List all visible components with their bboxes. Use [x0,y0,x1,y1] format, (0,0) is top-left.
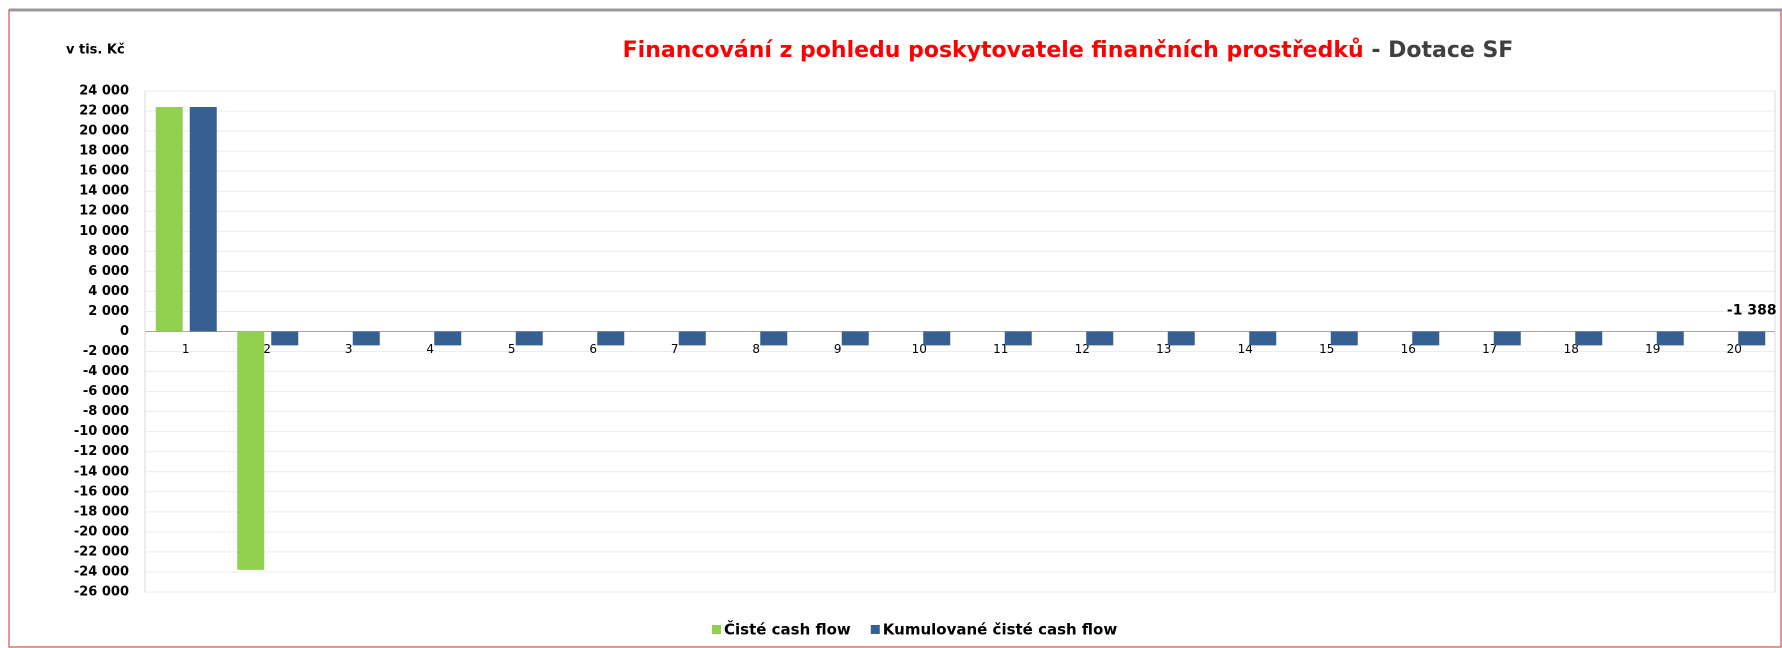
bar [678,331,706,346]
bar [352,331,380,346]
y-tick-label: 14 000 [79,184,129,199]
y-axis-label: v tis. Kč [66,43,125,58]
bar [1249,331,1277,346]
y-tick-label: 20 000 [79,124,129,139]
bar [597,331,625,346]
x-tick-label: 18 [1564,342,1579,356]
bar [1493,331,1521,346]
x-tick-label: 5 [508,342,516,356]
bar [237,331,265,570]
frame [8,9,1782,648]
data-label: -1 388 [1727,302,1777,318]
legend-label: Čisté cash flow [724,620,851,639]
y-tick-label: -16 000 [74,484,129,499]
y-tick-label: 12 000 [79,204,129,219]
bar [923,331,951,346]
legend-label: Kumulované čisté cash flow [883,621,1118,639]
x-tick-label: 10 [912,342,927,356]
bar [1738,331,1766,346]
y-tick-label: 18 000 [79,144,129,159]
x-tick-label: 12 [1075,342,1090,356]
x-tick-label: 7 [671,342,679,356]
bar [1004,331,1032,346]
y-tick-label: 16 000 [79,164,129,179]
legend-swatch [712,625,721,634]
y-tick-label: -2 000 [83,344,129,359]
bar [155,107,183,332]
bar [1656,331,1684,346]
y-tick-label: 22 000 [79,104,129,119]
y-tick-label: 8 000 [88,244,129,259]
x-tick-label: 19 [1645,342,1660,356]
x-tick-label: 14 [1238,342,1253,356]
y-tick-label: -20 000 [74,524,129,539]
x-tick-label: 9 [834,342,842,356]
x-tick-label: 3 [345,342,353,356]
title-main: Financování z pohledu poskytovatele fina… [623,38,1364,63]
x-tick-label: 6 [589,342,597,356]
y-tick-label: -18 000 [74,504,129,519]
bar [1330,331,1358,346]
y-tick-label: 4 000 [88,284,129,299]
bar [1086,331,1114,346]
chart-title: Financování z pohledu poskytovatele fina… [623,38,1514,63]
y-tick-label: -10 000 [74,424,129,439]
bar [1412,331,1440,346]
bar [760,331,788,346]
y-tick-label: -24 000 [74,564,129,579]
y-tick-label: 0 [120,324,129,339]
y-tick-label: -14 000 [74,464,129,479]
x-tick-label: 15 [1319,342,1334,356]
y-tick-label: -8 000 [83,404,129,419]
bar [1167,331,1195,346]
bar [189,107,217,332]
title-sub: - Dotace SF [1371,38,1513,63]
y-tick-label: 2 000 [88,304,129,319]
x-tick-label: 17 [1482,342,1497,356]
bar [434,331,462,346]
x-tick-label: 13 [1156,342,1171,356]
x-tick-label: 8 [752,342,760,356]
x-tick-label: 11 [993,342,1008,356]
x-tick-label: 1 [182,342,190,356]
y-tick-label: -12 000 [74,444,129,459]
x-tick-label: 20 [1727,342,1742,356]
y-tick-label: -6 000 [83,384,129,399]
bar [841,331,869,346]
bar [271,331,299,346]
y-tick-label: -26 000 [74,585,129,600]
y-tick-label: 10 000 [79,224,129,239]
legend-swatch [870,625,880,634]
bar [515,331,543,346]
x-tick-label: 4 [426,342,434,356]
y-tick-label: -4 000 [83,364,129,379]
y-tick-label: 24 000 [79,84,129,99]
x-tick-label: 2 [263,342,271,356]
y-tick-label: 6 000 [88,264,129,279]
bar [1575,331,1603,346]
y-tick-label: -22 000 [74,544,129,559]
x-tick-label: 16 [1401,342,1416,356]
